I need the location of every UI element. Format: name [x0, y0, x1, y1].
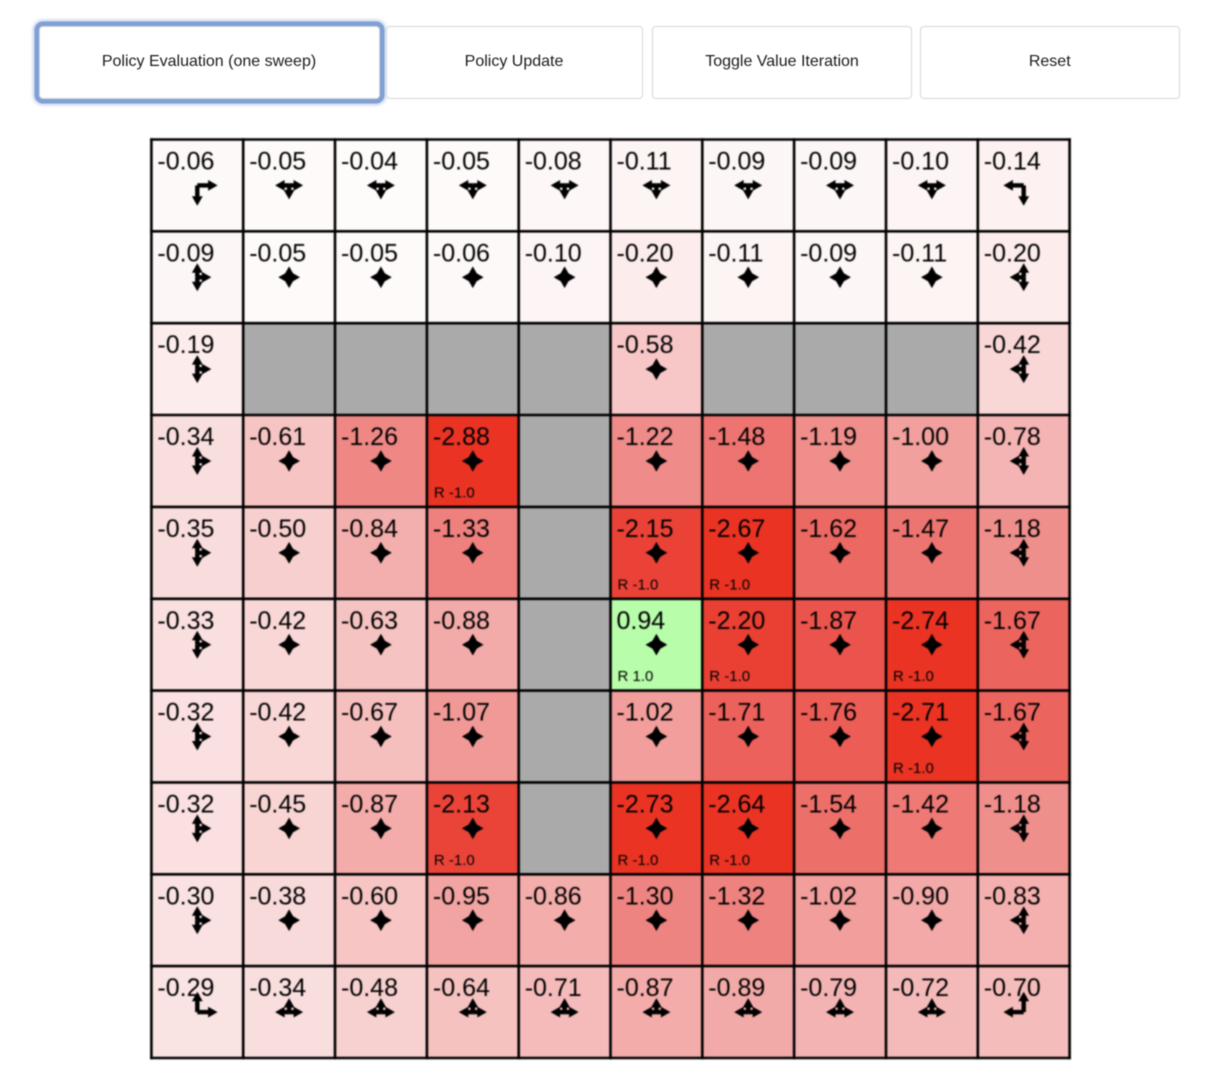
svg-text:-1.54: -1.54 [800, 790, 857, 818]
svg-text:-0.83: -0.83 [983, 882, 1040, 910]
svg-text:-0.34: -0.34 [157, 423, 214, 451]
svg-text:-1.67: -1.67 [983, 698, 1040, 726]
svg-text:-0.38: -0.38 [249, 882, 306, 910]
svg-text:-0.09: -0.09 [708, 147, 765, 175]
svg-text:-0.88: -0.88 [432, 607, 489, 635]
svg-text:-0.72: -0.72 [892, 974, 949, 1002]
svg-text:-2.88: -2.88 [432, 423, 489, 451]
svg-text:-0.29: -0.29 [157, 974, 214, 1002]
svg-text:-0.09: -0.09 [800, 239, 857, 267]
svg-text:-0.10: -0.10 [524, 239, 581, 267]
svg-text:-1.26: -1.26 [341, 423, 398, 451]
svg-text:-0.34: -0.34 [249, 974, 306, 1002]
svg-text:-0.11: -0.11 [892, 239, 947, 267]
svg-text:-0.67: -0.67 [341, 698, 398, 726]
svg-text:-2.71: -2.71 [892, 698, 949, 726]
svg-text:R -1.0: R -1.0 [617, 852, 658, 869]
svg-text:-1.42: -1.42 [892, 790, 949, 818]
svg-text:-0.84: -0.84 [341, 515, 398, 543]
svg-text:-0.35: -0.35 [157, 515, 214, 543]
svg-text:-0.87: -0.87 [341, 790, 398, 818]
svg-text:-0.32: -0.32 [157, 698, 214, 726]
svg-text:-1.33: -1.33 [432, 515, 489, 543]
svg-text:-0.42: -0.42 [249, 607, 306, 635]
svg-text:-2.64: -2.64 [708, 790, 765, 818]
svg-text:-0.50: -0.50 [249, 515, 306, 543]
svg-text:-1.76: -1.76 [800, 698, 857, 726]
svg-text:-0.70: -0.70 [983, 974, 1040, 1002]
svg-text:-1.22: -1.22 [616, 423, 673, 451]
svg-text:-1.87: -1.87 [800, 607, 857, 635]
svg-text:-0.09: -0.09 [800, 147, 857, 175]
svg-text:-0.30: -0.30 [157, 882, 214, 910]
svg-text:-1.67: -1.67 [983, 607, 1040, 635]
svg-text:R -1.0: R -1.0 [709, 576, 750, 593]
svg-text:-0.06: -0.06 [432, 239, 489, 267]
svg-text:-1.02: -1.02 [800, 882, 857, 910]
svg-text:-0.33: -0.33 [157, 607, 214, 635]
svg-text:-0.05: -0.05 [249, 239, 306, 267]
svg-text:-0.06: -0.06 [157, 147, 214, 175]
svg-text:-0.10: -0.10 [892, 147, 949, 175]
svg-text:-0.42: -0.42 [249, 698, 306, 726]
svg-text:-0.14: -0.14 [983, 147, 1040, 175]
svg-text:R -1.0: R -1.0 [893, 668, 934, 685]
svg-text:-1.48: -1.48 [708, 423, 765, 451]
svg-text:-0.04: -0.04 [341, 147, 398, 175]
svg-text:-0.58: -0.58 [616, 331, 673, 359]
svg-text:-0.20: -0.20 [983, 239, 1040, 267]
svg-text:-0.05: -0.05 [341, 239, 398, 267]
svg-text:R -1.0: R -1.0 [433, 852, 474, 869]
svg-text:-0.11: -0.11 [616, 147, 671, 175]
svg-text:-2.13: -2.13 [432, 790, 489, 818]
svg-text:-0.19: -0.19 [157, 331, 214, 359]
svg-text:-0.63: -0.63 [341, 607, 398, 635]
svg-text:-0.20: -0.20 [616, 239, 673, 267]
svg-text:-0.08: -0.08 [524, 147, 581, 175]
svg-text:-0.95: -0.95 [432, 882, 489, 910]
svg-text:R -1.0: R -1.0 [617, 576, 658, 593]
svg-text:-0.90: -0.90 [892, 882, 949, 910]
svg-text:-1.19: -1.19 [800, 423, 857, 451]
svg-text:-0.71: -0.71 [524, 974, 581, 1002]
svg-text:-2.73: -2.73 [616, 790, 673, 818]
svg-text:0.94: 0.94 [616, 607, 665, 635]
svg-text:-1.47: -1.47 [892, 515, 949, 543]
svg-text:-0.89: -0.89 [708, 974, 765, 1002]
svg-text:-2.20: -2.20 [708, 607, 765, 635]
svg-text:R -1.0: R -1.0 [709, 668, 750, 685]
svg-text:-0.86: -0.86 [524, 882, 581, 910]
svg-text:-0.11: -0.11 [708, 239, 763, 267]
svg-text:-1.62: -1.62 [800, 515, 857, 543]
svg-text:-2.15: -2.15 [616, 515, 673, 543]
svg-text:-0.05: -0.05 [249, 147, 306, 175]
svg-text:-0.87: -0.87 [616, 974, 673, 1002]
svg-text:-1.30: -1.30 [616, 882, 673, 910]
svg-text:-0.09: -0.09 [157, 239, 214, 267]
svg-text:-0.48: -0.48 [341, 974, 398, 1002]
svg-text:-1.18: -1.18 [983, 515, 1040, 543]
svg-text:R 1.0: R 1.0 [617, 668, 653, 685]
svg-text:-0.78: -0.78 [983, 423, 1040, 451]
svg-text:-2.74: -2.74 [892, 607, 949, 635]
svg-text:-0.79: -0.79 [800, 974, 857, 1002]
svg-text:-1.00: -1.00 [892, 423, 949, 451]
svg-text:-0.64: -0.64 [432, 974, 489, 1002]
svg-text:-1.32: -1.32 [708, 882, 765, 910]
svg-text:-0.32: -0.32 [157, 790, 214, 818]
svg-text:R -1.0: R -1.0 [709, 852, 750, 869]
svg-text:-0.42: -0.42 [983, 331, 1040, 359]
svg-text:R -1.0: R -1.0 [893, 760, 934, 777]
svg-text:-2.67: -2.67 [708, 515, 765, 543]
svg-text:-0.60: -0.60 [341, 882, 398, 910]
svg-text:R -1.0: R -1.0 [433, 484, 474, 501]
svg-text:-0.61: -0.61 [249, 423, 306, 451]
svg-text:-0.05: -0.05 [432, 147, 489, 175]
svg-text:-1.02: -1.02 [616, 698, 673, 726]
svg-text:-0.45: -0.45 [249, 790, 306, 818]
svg-text:-1.07: -1.07 [432, 698, 489, 726]
svg-text:-1.18: -1.18 [983, 790, 1040, 818]
svg-text:-1.71: -1.71 [708, 698, 765, 726]
